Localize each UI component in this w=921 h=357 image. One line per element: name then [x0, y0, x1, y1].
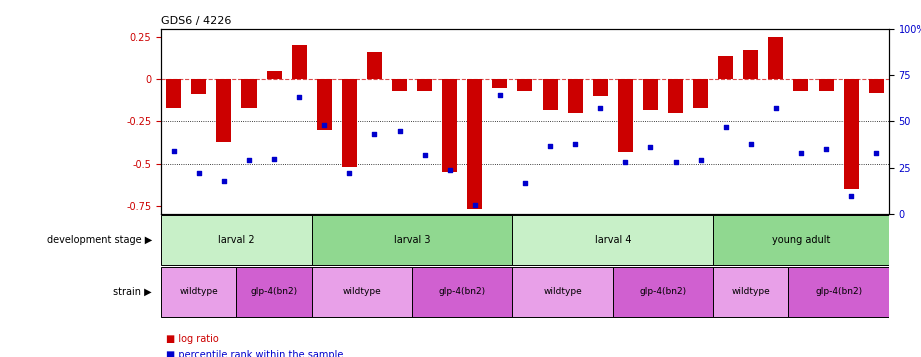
Point	[392, 128, 407, 134]
Bar	[844, 79, 858, 189]
Point	[869, 150, 883, 156]
Bar	[788, 267, 889, 317]
Bar	[467, 79, 483, 209]
Point	[542, 143, 557, 149]
Bar	[713, 267, 788, 317]
Bar	[266, 71, 282, 79]
Text: ■ log ratio: ■ log ratio	[166, 334, 218, 344]
Bar	[311, 267, 412, 317]
Bar	[216, 79, 231, 142]
Bar	[161, 215, 311, 265]
Point	[417, 152, 432, 158]
Point	[518, 180, 532, 186]
Bar	[311, 215, 512, 265]
Point	[167, 148, 181, 154]
Text: wildtype: wildtype	[731, 287, 770, 296]
Bar	[241, 79, 257, 108]
Point	[794, 150, 809, 156]
Bar	[869, 79, 884, 93]
Bar	[718, 56, 733, 79]
Text: wildtype: wildtype	[343, 287, 381, 296]
Bar	[542, 79, 557, 110]
Bar	[819, 79, 834, 91]
Text: larval 2: larval 2	[218, 235, 255, 245]
Bar	[768, 37, 784, 79]
Point	[292, 94, 307, 100]
Bar	[342, 79, 356, 167]
Text: strain ▶: strain ▶	[113, 287, 152, 297]
Text: glp-4(bn2): glp-4(bn2)	[815, 287, 862, 296]
Bar	[512, 215, 713, 265]
Point	[267, 156, 282, 161]
Point	[367, 131, 382, 137]
Point	[593, 106, 608, 111]
Text: wildtype: wildtype	[543, 287, 582, 296]
Text: wildtype: wildtype	[180, 287, 218, 296]
Bar	[161, 267, 237, 317]
Point	[618, 159, 633, 165]
Point	[844, 193, 858, 198]
Bar	[442, 79, 457, 172]
Point	[468, 202, 483, 208]
Bar	[392, 79, 407, 91]
Bar	[367, 52, 382, 79]
Bar	[567, 79, 583, 113]
Text: glp-4(bn2): glp-4(bn2)	[639, 287, 686, 296]
Bar	[192, 79, 206, 94]
Text: glp-4(bn2): glp-4(bn2)	[438, 287, 485, 296]
Bar	[237, 267, 311, 317]
Bar	[417, 79, 432, 91]
Bar	[292, 45, 307, 79]
Text: glp-4(bn2): glp-4(bn2)	[251, 287, 297, 296]
Bar	[412, 267, 512, 317]
Point	[567, 141, 582, 146]
Bar	[493, 79, 507, 87]
Text: development stage ▶: development stage ▶	[47, 235, 152, 245]
Text: ■ percentile rank within the sample: ■ percentile rank within the sample	[166, 350, 344, 357]
Bar	[317, 79, 332, 130]
Point	[342, 171, 356, 176]
Text: larval 3: larval 3	[394, 235, 430, 245]
Bar	[512, 267, 612, 317]
Bar	[612, 267, 713, 317]
Bar	[643, 79, 658, 110]
Bar	[743, 50, 758, 79]
Point	[317, 122, 332, 128]
Text: young adult: young adult	[772, 235, 830, 245]
Point	[192, 171, 206, 176]
Point	[819, 146, 834, 152]
Bar	[518, 79, 532, 91]
Bar	[668, 79, 683, 113]
Bar	[694, 79, 708, 108]
Point	[694, 157, 708, 163]
Point	[668, 159, 682, 165]
Bar	[618, 79, 633, 152]
Point	[718, 124, 733, 130]
Point	[442, 167, 457, 172]
Point	[768, 106, 783, 111]
Text: GDS6 / 4226: GDS6 / 4226	[161, 16, 231, 26]
Point	[493, 92, 507, 98]
Point	[643, 145, 658, 150]
Bar	[166, 79, 181, 108]
Bar	[713, 215, 889, 265]
Point	[743, 141, 758, 146]
Bar	[793, 79, 809, 91]
Point	[241, 157, 256, 163]
Bar	[593, 79, 608, 96]
Point	[216, 178, 231, 183]
Text: larval 4: larval 4	[595, 235, 631, 245]
